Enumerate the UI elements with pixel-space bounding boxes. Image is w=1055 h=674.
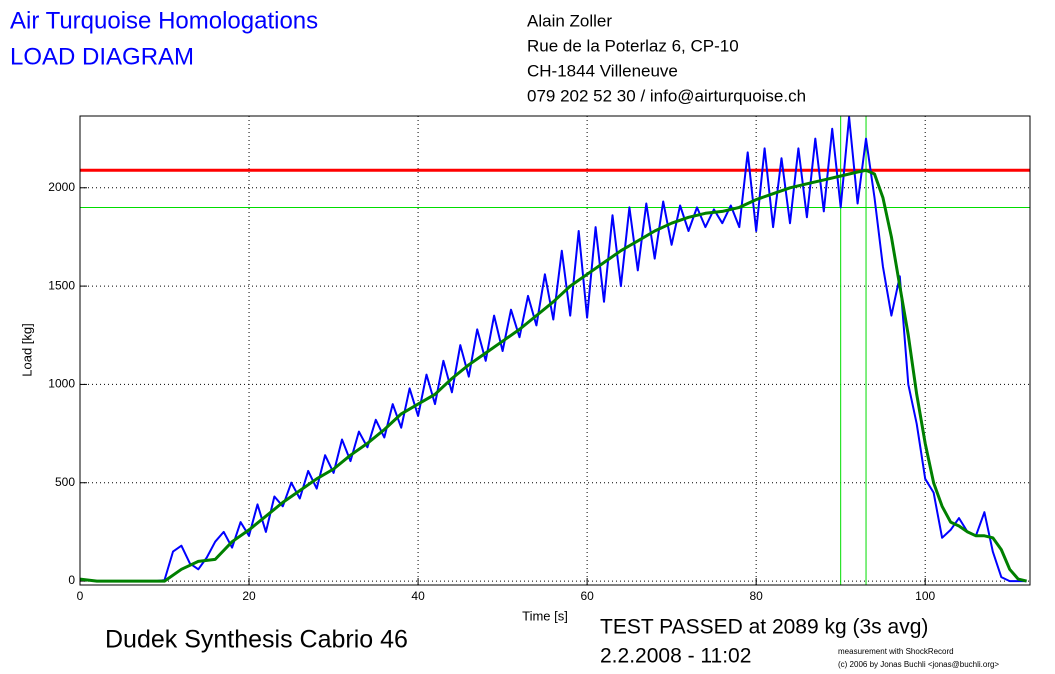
x-axis-label: Time [s] <box>522 608 568 623</box>
chart-title: Air Turquoise Homologations <box>10 7 318 34</box>
x-tick-label: 40 <box>411 589 425 603</box>
credit: (c) 2006 by Jonas Buchli <jonas@buchli.o… <box>838 660 999 669</box>
y-tick-label: 0 <box>68 573 75 587</box>
result: TEST PASSED at 2089 kg (3s avg) <box>600 616 928 639</box>
address-line: Alain Zoller <box>527 11 612 30</box>
address-line: CH-1844 Villeneuve <box>527 61 678 80</box>
address-line: Rue de la Poterlaz 6, CP-10 <box>527 36 739 55</box>
data-line <box>80 116 1027 583</box>
credit: measurement with ShockRecord <box>838 647 954 656</box>
chart-subtitle: LOAD DIAGRAM <box>10 43 194 70</box>
plot-frame <box>79 115 1031 586</box>
x-tick-label: 0 <box>77 589 84 603</box>
data-line <box>80 168 1027 583</box>
x-tick-label: 100 <box>915 589 935 603</box>
x-tick-label: 60 <box>580 589 594 603</box>
glider-name: Dudek Synthesis Cabrio 46 <box>105 626 408 654</box>
y-axis-label: Load [kg] <box>19 323 34 377</box>
y-tick-label: 1500 <box>48 278 75 292</box>
x-tick-label: 80 <box>749 589 763 603</box>
x-tick-label: 20 <box>242 589 256 603</box>
date: 2.2.2008 - 11:02 <box>600 645 751 668</box>
y-tick-label: 1000 <box>48 377 75 391</box>
plot-area <box>80 116 1030 585</box>
y-tick-label: 500 <box>55 475 75 489</box>
y-tick-label: 2000 <box>48 180 75 194</box>
address-line: 079 202 52 30 / info@airturquoise.ch <box>527 86 806 105</box>
